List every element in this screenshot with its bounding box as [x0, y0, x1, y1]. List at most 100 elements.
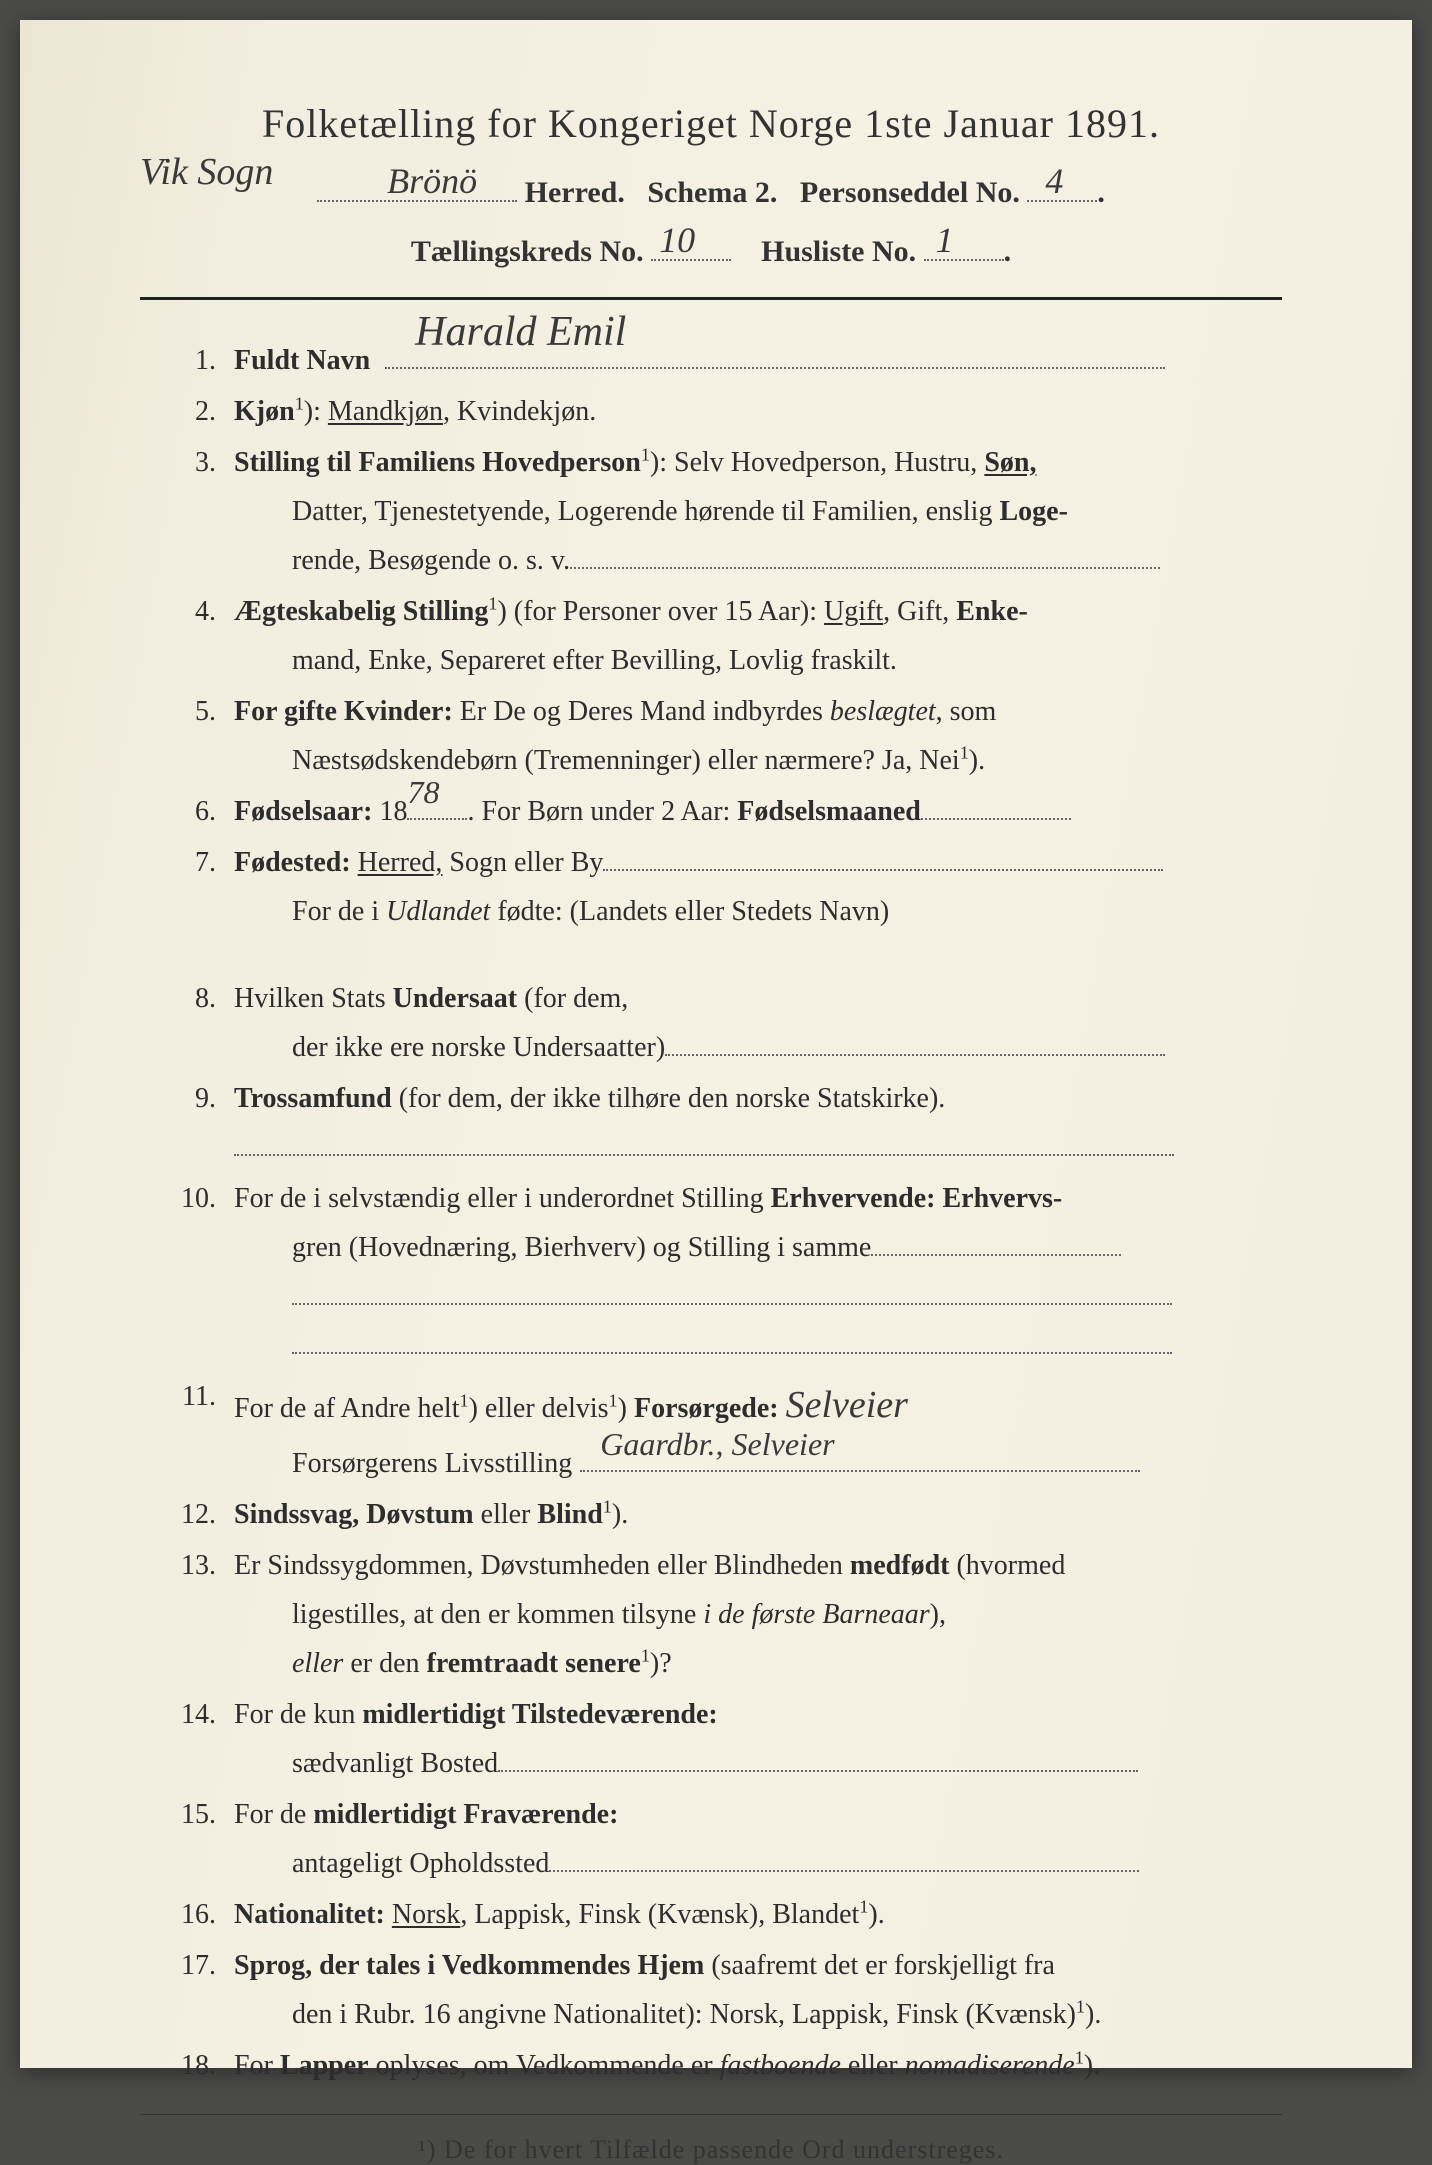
f14-line2: sædvanligt Bosted [292, 1748, 498, 1779]
header-line-2: Brönö Herred. Schema 2. Personseddel No.… [140, 169, 1282, 210]
field-label: Nationalitet: [234, 1899, 385, 1930]
husliste-hw: 1 [936, 219, 954, 261]
herred-underlined: Herred, [358, 847, 443, 878]
f15-line2: antageligt Opholdssted [292, 1848, 549, 1879]
beslaegtet: beslægtet [830, 696, 936, 727]
f17-text1: (saafremt det er forskjelligt fra [704, 1950, 1055, 1981]
f13-line2a: ligestilles, at den er kommen tilsyne [292, 1599, 703, 1630]
field-10: 10. For de i selvstændig eller i underor… [170, 1174, 1272, 1370]
eller: eller [292, 1648, 343, 1679]
son-underlined: Søn, [984, 447, 1036, 478]
f4-rest1: , Gift, [883, 596, 956, 627]
name-hw: Harald Emil [415, 296, 626, 370]
field-num: 1. [170, 336, 234, 385]
f8-line2: der ikke ere norske Undersaatter) [292, 1032, 665, 1063]
header-line-3: Tællingskreds No. 10 Husliste No. 1. [140, 228, 1282, 269]
field-14: 14. For de kun midlertidigt Tilstedevære… [170, 1690, 1272, 1788]
f18-line1c: eller [841, 2050, 905, 2081]
f3-line3: rende, Besøgende o. s. v. [292, 545, 570, 576]
field-9: 9. Trossamfund (for dem, der ikke tilhør… [170, 1074, 1272, 1172]
footnote: ¹) De for hvert Tilfælde passende Ord un… [140, 2135, 1282, 2165]
f10-line1a: For de i selvstændig eller i underordnet… [234, 1183, 771, 1214]
kvindekjon: Kvindekjøn. [457, 396, 596, 427]
field-label: Fuldt Navn [234, 345, 370, 376]
field-num: 17. [170, 1941, 234, 2039]
f5-text1: Er De og Deres Mand indbyrdes [453, 696, 830, 727]
f4-paren: (for Personer over 15 Aar): [514, 596, 824, 627]
field-num: 3. [170, 438, 234, 585]
field-2: 2. Kjøn1): Mandkjøn, Kvindekjøn. [170, 387, 1272, 436]
f6-prefix: 18 [372, 796, 407, 827]
fravaerende: midlertidigt Fraværende: [313, 1799, 618, 1830]
undersaat: Undersaat [393, 983, 517, 1014]
medfodt: medfødt [850, 1550, 950, 1581]
field-5: 5. For gifte Kvinder: Er De og Deres Man… [170, 687, 1272, 785]
f13-line1a: Er Sindssygdommen, Døvstumheden eller Bl… [234, 1550, 850, 1581]
f12-text: eller [474, 1499, 538, 1530]
field-13: 13. Er Sindssygdommen, Døvstumheden elle… [170, 1541, 1272, 1688]
field-11: 11. For de af Andre helt1) eller delvis1… [170, 1372, 1272, 1488]
field-6: 6. Fødselsaar: 1878. For Børn under 2 Aa… [170, 787, 1272, 836]
field-label: Fødselsaar: [234, 796, 372, 827]
f6-rest: . For Børn under 2 Aar: [467, 796, 737, 827]
blind: Blind [537, 1499, 602, 1530]
kreds-label: Tællingskreds No. [411, 235, 644, 268]
tilstedevaerende: midlertidigt Tilstedeværende: [362, 1699, 717, 1730]
husliste-label: Husliste No. [761, 235, 916, 268]
f4-line2: mand, Enke, Separeret efter Bevilling, L… [292, 645, 897, 676]
field-num: 9. [170, 1074, 234, 1172]
loge: Loge- [999, 496, 1067, 527]
f8-line1b: (for dem, [517, 983, 628, 1014]
field-num: 13. [170, 1541, 234, 1688]
field-12: 12. Sindssvag, Døvstum eller Blind1). [170, 1490, 1272, 1539]
field-label: Kjøn [234, 396, 295, 427]
kreds-hw: 10 [659, 219, 695, 261]
fields-container: 1. Fuldt Navn Harald Emil 2. Kjøn1): Man… [140, 336, 1282, 2090]
f11-line1b: eller delvis [478, 1393, 609, 1424]
field-label: Sindssvag, Døvstum [234, 1499, 474, 1530]
field-num: 10. [170, 1174, 234, 1370]
f8-line1: Hvilken Stats [234, 983, 393, 1014]
personseddel-no-hw: 4 [1045, 160, 1063, 202]
erhvervende: Erhvervende: Erhvervs- [771, 1183, 1063, 1214]
fastboende: fastboende [720, 2050, 841, 2081]
field-num: 8. [170, 974, 234, 1072]
barneaar: i de første Barneaar [703, 1599, 929, 1630]
field-num: 14. [170, 1690, 234, 1788]
field-8: 8. Hvilken Stats Undersaat (for dem, der… [170, 974, 1272, 1072]
fremtraadt: fremtraadt senere [427, 1648, 641, 1679]
field-num: 11. [170, 1372, 234, 1488]
field-label: Stilling til Familiens Hovedperson [234, 447, 641, 478]
f11-hw2: Gaardbr., Selveier [600, 1416, 834, 1472]
f13-line1b: (hvormed [949, 1550, 1065, 1581]
f18-line1a: For [234, 2050, 280, 2081]
f7-rest: Sogn eller By [442, 847, 603, 878]
nomadiserende: nomadiserende [905, 2050, 1075, 2081]
herred-label: Herred. [525, 176, 625, 209]
f15-line1: For de [234, 1799, 313, 1830]
f7-line2a: For de i [292, 896, 386, 927]
field-label: For gifte Kvinder: [234, 696, 453, 727]
field-15: 15. For de midlertidigt Fraværende: anta… [170, 1790, 1272, 1888]
field-7: 7. Fødested: Herred, Sogn eller By For d… [170, 838, 1272, 936]
field-num: 5. [170, 687, 234, 785]
personseddel-label: Personseddel No. [800, 176, 1020, 209]
f9-text: (for dem, der ikke tilhøre den norske St… [392, 1083, 946, 1114]
schema-label: Schema 2. [647, 176, 777, 209]
f14-line1: For de kun [234, 1699, 362, 1730]
f5-som: , som [936, 696, 997, 727]
field-17: 17. Sprog, der tales i Vedkommendes Hjem… [170, 1941, 1272, 2039]
lapper: Lapper [280, 2050, 369, 2081]
f17-line2: den i Rubr. 16 angivne Nationalitet): No… [292, 1999, 1076, 2030]
census-form-page: Folketælling for Kongeriget Norge 1ste J… [20, 20, 1412, 2068]
f11-line2: Forsørgerens Livsstilling [292, 1448, 572, 1479]
field-num: 16. [170, 1890, 234, 1939]
ugift-underlined: Ugift [824, 596, 883, 627]
f7-line2b: fødte: (Landets eller Stedets Navn) [490, 896, 889, 927]
f5-line2: Næstsødskendebørn (Tremenninger) eller n… [292, 745, 960, 776]
field-num: 4. [170, 587, 234, 685]
field-num: 12. [170, 1490, 234, 1539]
divider-bottom [140, 2114, 1282, 2115]
f10-line2: gren (Hovednæring, Bierhverv) og Stillin… [292, 1232, 871, 1263]
field-4: 4. Ægteskabelig Stilling1) (for Personer… [170, 587, 1272, 685]
